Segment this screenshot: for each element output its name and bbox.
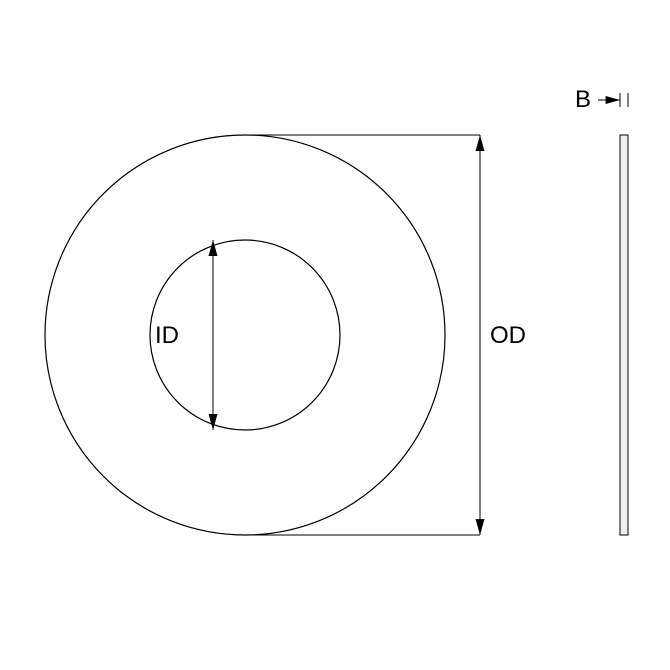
b-label: B xyxy=(575,86,591,113)
washer-diagram: OD ID B xyxy=(0,0,670,670)
arrow-right xyxy=(606,96,620,104)
id-dimension: ID xyxy=(155,240,218,430)
id-label: ID xyxy=(155,322,179,349)
washer-outer-circle xyxy=(45,135,445,535)
arrow-down xyxy=(209,414,218,430)
arrow-up xyxy=(476,135,485,151)
b-dimension: B xyxy=(575,86,628,113)
washer-side-view xyxy=(620,135,628,535)
arrow-up xyxy=(209,240,218,256)
arrow-down xyxy=(476,519,485,535)
od-label: OD xyxy=(490,322,526,349)
